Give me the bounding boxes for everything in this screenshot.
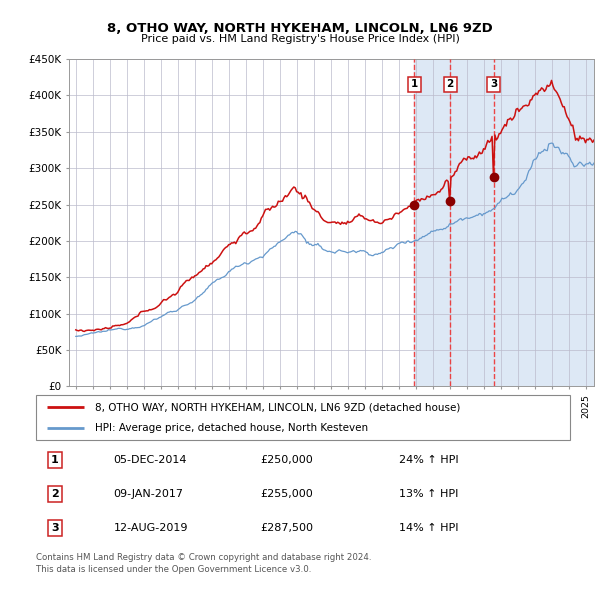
Text: 1: 1	[410, 80, 418, 90]
Text: £255,000: £255,000	[260, 489, 313, 499]
Text: £287,500: £287,500	[260, 523, 313, 533]
Text: 3: 3	[51, 523, 59, 533]
Text: Contains HM Land Registry data © Crown copyright and database right 2024.: Contains HM Land Registry data © Crown c…	[36, 553, 371, 562]
Text: 3: 3	[490, 80, 497, 90]
Bar	[414, 59, 594, 386]
Text: 2: 2	[51, 489, 59, 499]
Text: 2: 2	[446, 80, 454, 90]
Text: HPI: Average price, detached house, North Kesteven: HPI: Average price, detached house, Nort…	[95, 422, 368, 432]
Text: 09-JAN-2017: 09-JAN-2017	[113, 489, 184, 499]
Text: 14% ↑ HPI: 14% ↑ HPI	[399, 523, 458, 533]
Text: 12-AUG-2019: 12-AUG-2019	[113, 523, 188, 533]
Text: 1: 1	[51, 455, 59, 465]
Text: 8, OTHO WAY, NORTH HYKEHAM, LINCOLN, LN6 9ZD: 8, OTHO WAY, NORTH HYKEHAM, LINCOLN, LN6…	[107, 22, 493, 35]
Text: £250,000: £250,000	[260, 455, 313, 465]
Text: This data is licensed under the Open Government Licence v3.0.: This data is licensed under the Open Gov…	[36, 565, 311, 574]
Text: 24% ↑ HPI: 24% ↑ HPI	[399, 455, 459, 465]
Text: 13% ↑ HPI: 13% ↑ HPI	[399, 489, 458, 499]
Text: 05-DEC-2014: 05-DEC-2014	[113, 455, 187, 465]
Text: Price paid vs. HM Land Registry's House Price Index (HPI): Price paid vs. HM Land Registry's House …	[140, 34, 460, 44]
Text: 8, OTHO WAY, NORTH HYKEHAM, LINCOLN, LN6 9ZD (detached house): 8, OTHO WAY, NORTH HYKEHAM, LINCOLN, LN6…	[95, 402, 460, 412]
